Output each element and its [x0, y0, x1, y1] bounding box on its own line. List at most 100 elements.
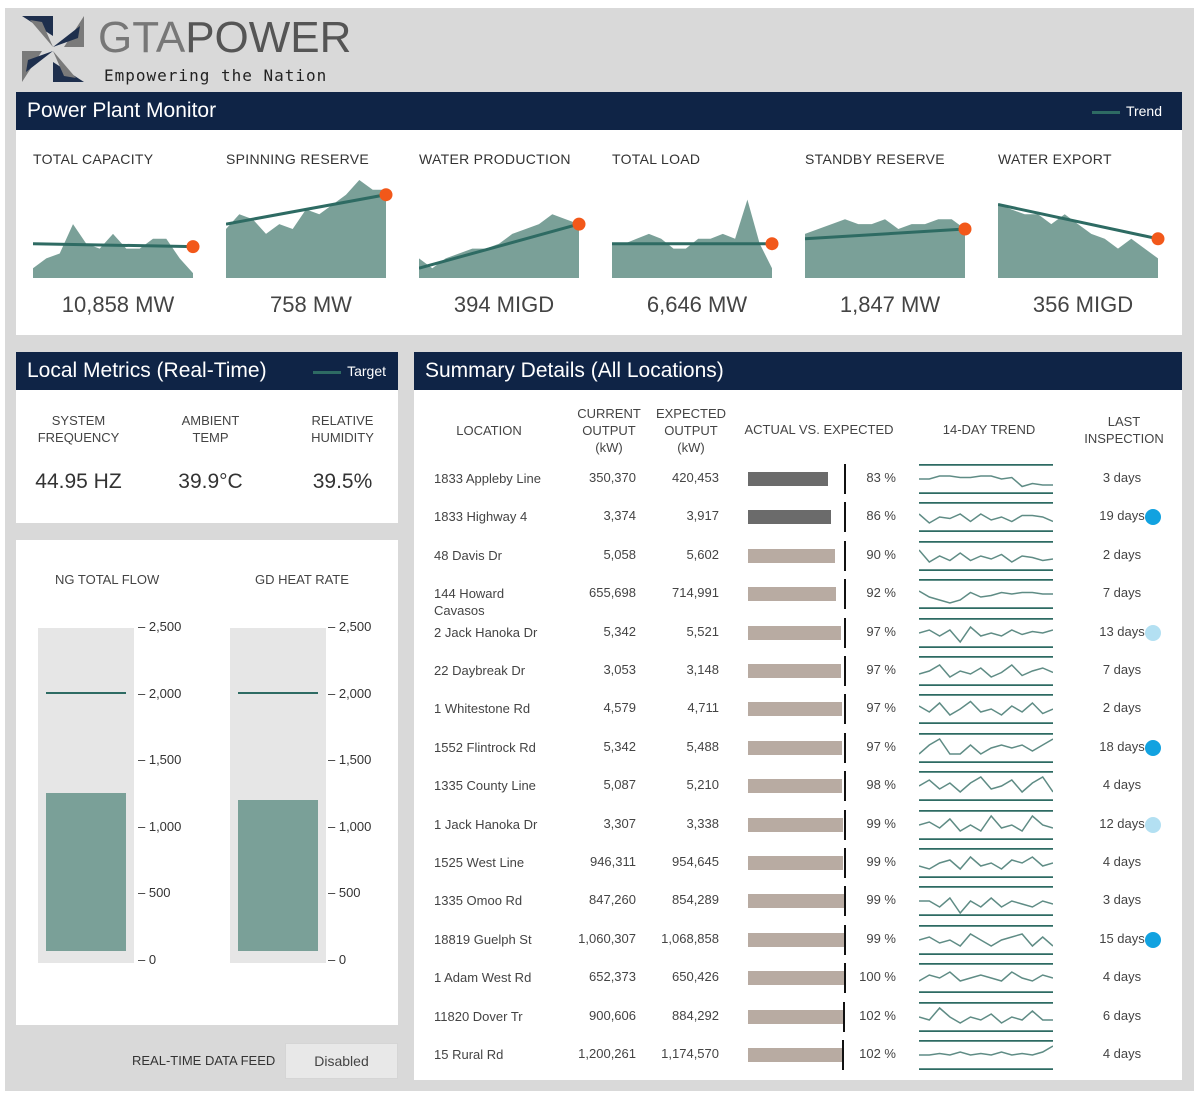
table-row[interactable]: 1525 West Line 946,311 954,645 99 % 4 days [414, 844, 1182, 882]
kpi-latest-marker [572, 217, 586, 231]
table-row[interactable]: 22 Daybreak Dr 3,053 3,148 97 % 7 days [414, 652, 1182, 690]
kpi-latest-marker [958, 222, 972, 236]
row-current-output: 655,698 [589, 585, 636, 601]
expected-output-marker [844, 464, 847, 494]
power-plant-monitor-header: Power Plant Monitor Trend [16, 92, 1182, 130]
row-percent: 100 % [859, 969, 896, 985]
gauge-title: GD HEAT RATE [255, 572, 349, 587]
trend-line [919, 855, 1053, 871]
table-row[interactable]: 1833 Highway 4 3,374 3,917 86 % 19 days [414, 498, 1182, 536]
row-current-output: 4,579 [603, 700, 636, 716]
kpi-latest-marker [186, 240, 200, 254]
target-legend: Target [313, 352, 386, 390]
column-header-14-day-trend: 14-DAY TREND [942, 422, 1036, 437]
actual-output-bar [748, 664, 842, 678]
row-location: 1 Whitestone Rd [434, 701, 531, 717]
row-expected-output: 854,289 [672, 892, 719, 908]
row-expected-output: 3,917 [686, 508, 719, 524]
row-expected-output: 3,148 [686, 662, 719, 677]
column-header-location: LOCATION [456, 423, 522, 438]
actual-output-bar [748, 932, 844, 947]
table-row[interactable]: 2 Jack Hanoka Dr 5,342 5,521 97 % 13 days [414, 614, 1182, 652]
kpi-value: 10,858 MW [61, 292, 175, 317]
table-row[interactable]: 1 Whitestone Rd 4,579 4,711 97 % 2 days [414, 690, 1182, 728]
actual-output-bar [748, 1048, 845, 1062]
row-location: 2 Jack Hanoka Dr [434, 624, 538, 640]
row-expected-output: 884,292 [672, 1007, 719, 1023]
row-percent: 99 % [866, 892, 896, 908]
expected-output-marker [844, 924, 847, 955]
table-row[interactable]: 15 Rural Rd 1,200,261 1,174,570 102 % 4 days [414, 1036, 1182, 1074]
row-location: 1552 Flintrock Rd [434, 739, 536, 755]
row-location: 1335 Omoo Rd [434, 893, 523, 909]
row-current-output: 847,260 [589, 892, 636, 908]
table-row[interactable]: 48 Davis Dr 5,058 5,602 90 % 2 days [414, 537, 1182, 575]
gauge-tick-label: – 2,000 [328, 685, 372, 701]
expected-output-marker [844, 502, 847, 533]
table-row[interactable]: 1 Adam West Rd 652,373 650,426 100 % 4 days [414, 959, 1182, 997]
row-current-output: 5,342 [603, 623, 636, 639]
trend-line [919, 513, 1053, 525]
brand-tagline: Empowering the Nation [104, 66, 328, 85]
inspection-status-dot [1145, 931, 1161, 948]
trend-line [919, 1045, 1053, 1056]
row-location: 1335 County Line [434, 778, 536, 794]
data-feed-toggle-button[interactable]: Disabled [285, 1043, 398, 1079]
table-row[interactable]: 1833 Appleby Line 350,370 420,453 83 % 3 day… [414, 460, 1182, 498]
expected-output-marker [844, 694, 847, 725]
row-expected-output: 714,991 [672, 585, 719, 601]
kpi-sparkline [33, 224, 200, 278]
kpi-sparkline [805, 219, 972, 278]
gauge-tick-label: – 0 [138, 952, 157, 967]
row-current-output: 900,606 [589, 1007, 636, 1023]
panel-title: Power Plant Monitor [27, 99, 217, 122]
row-last-inspection: 12 days [1099, 815, 1145, 831]
table-row[interactable]: 1552 Flintrock Rd 5,342 5,488 97 % 18 days [414, 729, 1182, 767]
row-expected-output: 420,453 [672, 470, 719, 485]
trend-sparkline [919, 771, 1053, 802]
table-row[interactable]: 1 Jack Hanoka Dr 3,307 3,338 99 % 12 days [414, 806, 1182, 844]
row-percent: 92 % [866, 585, 896, 601]
kpi-area [226, 180, 386, 278]
table-row[interactable]: 1335 County Line 5,087 5,210 98 % 4 days [414, 767, 1182, 805]
row-last-inspection: 13 days [1099, 623, 1145, 639]
table-row[interactable]: 1335 Omoo Rd 847,260 854,289 99 % 3 days [414, 882, 1182, 920]
brand-logo: GTAPOWER Empowering the Nation [22, 13, 362, 86]
trend-sparkline [919, 963, 1053, 994]
row-current-output: 1,200,261 [578, 1046, 636, 1061]
row-expected-output: 5,521 [686, 623, 719, 639]
expected-output-marker [844, 848, 847, 878]
inspection-status-dot [1145, 624, 1161, 641]
kpi-trend-line [998, 203, 1159, 241]
kpi-card: SPINNING RESERVE 758 MW [209, 130, 393, 335]
column-header-last-inspection: LAST INSPECTION [1084, 414, 1164, 446]
table-row[interactable]: 18819 Guelph St 1,060,307 1,068,858 99 % 15 … [414, 921, 1182, 959]
trend-sparkline [919, 540, 1053, 571]
kpi-trend-line [33, 242, 194, 249]
row-last-inspection: 4 days [1102, 777, 1142, 793]
table-row[interactable]: 144 Howard Cavasos 655,698 714,991 92 % 7 da… [414, 575, 1182, 618]
metric-value: 39.9°C [178, 470, 243, 493]
trend-legend-swatch [1091, 110, 1120, 114]
kpi-value: 394 MIGD [453, 292, 555, 317]
kpi-sparkline [998, 203, 1165, 278]
row-percent: 102 % [859, 1007, 896, 1023]
row-expected-output: 1,068,858 [661, 930, 719, 946]
actual-output-bar [748, 702, 842, 717]
local-metrics-panel: SYSTEM FREQUENCY 44.95 HZ AMBIENT TEMP 39.… [16, 390, 398, 523]
row-current-output: 5,087 [603, 777, 636, 793]
trend-line [919, 700, 1053, 717]
row-last-inspection: 2 days [1102, 700, 1142, 716]
trend-sparkline [919, 579, 1053, 610]
column-header-actual-vs-expected: ACTUAL VS. EXPECTED [744, 422, 894, 437]
trend-legend: Trend [1091, 92, 1162, 130]
gauge-fill-bar [238, 799, 318, 951]
row-percent: 98 % [866, 777, 896, 793]
row-location: 15 Rural Rd [434, 1047, 504, 1062]
expected-output-marker [844, 656, 847, 686]
expected-output-marker [844, 732, 847, 763]
row-last-inspection: 6 days [1102, 1007, 1142, 1023]
actual-output-bar [748, 779, 843, 794]
row-last-inspection: 3 days [1102, 470, 1142, 485]
table-row[interactable]: 11820 Dover Tr 900,606 884,292 102 % 6 days [414, 998, 1182, 1036]
